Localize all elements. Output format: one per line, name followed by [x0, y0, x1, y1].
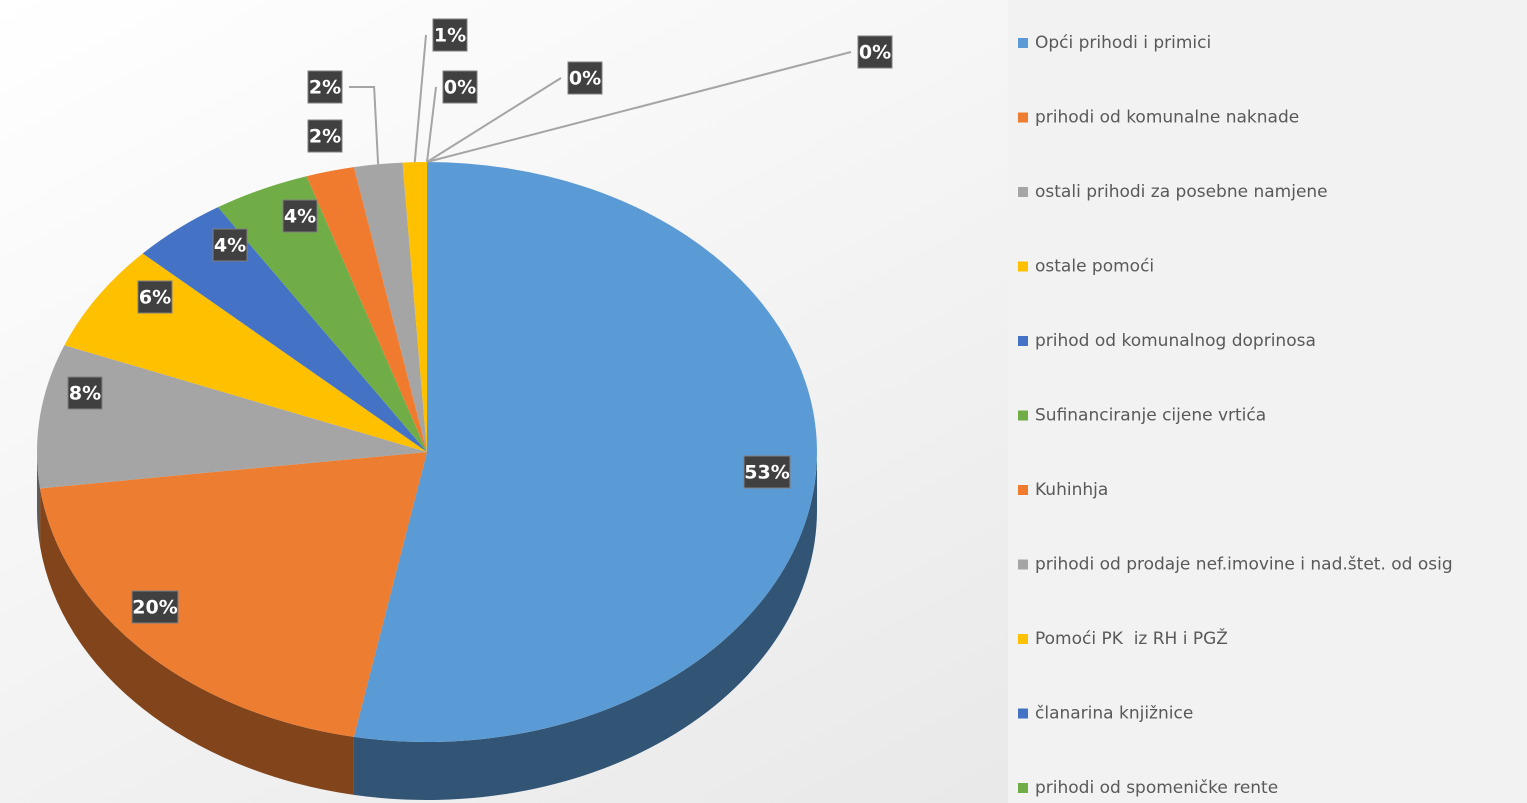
data-label: 0%	[569, 68, 601, 90]
legend-panel	[1008, 0, 1527, 803]
legend-label: Opći prihodi i primici	[1035, 33, 1211, 53]
legend-swatch	[1018, 708, 1028, 719]
data-label: 20%	[132, 597, 177, 619]
pie-slice	[218, 176, 427, 452]
pie-slice	[353, 161, 818, 742]
label-box	[137, 280, 173, 314]
data-label: 8%	[69, 383, 101, 405]
data-label: 4%	[214, 235, 246, 257]
data-label: 2%	[309, 77, 341, 99]
legend-label: Kuhinhja	[1035, 480, 1108, 500]
label-box	[212, 228, 248, 262]
pie-slice	[142, 207, 427, 452]
legend-label: članarina knjižnice	[1035, 704, 1193, 724]
legend-swatch	[1018, 410, 1028, 421]
legend-swatch	[1018, 783, 1028, 793]
data-label: 1%	[434, 25, 466, 47]
data-label: 2%	[309, 126, 341, 148]
label-box	[567, 61, 603, 95]
leader-line	[413, 34, 427, 163]
label-box	[857, 35, 893, 69]
legend-label: ostale pomoći	[1035, 257, 1154, 277]
legend-swatch	[1018, 485, 1028, 495]
data-label: 4%	[284, 206, 316, 228]
legend-swatch	[1018, 559, 1028, 570]
legend-label: prihodi od spomeničke rente	[1035, 778, 1278, 798]
data-label: 0%	[859, 42, 891, 64]
label-box	[67, 376, 103, 410]
legend-swatch	[1018, 38, 1028, 48]
pie-slice	[402, 162, 427, 452]
legend-swatch	[1018, 634, 1028, 644]
pie-slice	[353, 162, 427, 452]
legend-label: prihodi od komunalne naknade	[1035, 108, 1299, 128]
label-box	[307, 119, 343, 153]
legend-swatch	[1018, 112, 1028, 123]
leader-line	[426, 86, 437, 163]
legend-swatch	[1018, 187, 1028, 197]
data-label: 6%	[139, 287, 171, 309]
leader-line	[426, 77, 562, 163]
legend-swatch	[1018, 261, 1028, 272]
label-box	[442, 70, 478, 104]
pie-slice	[36, 345, 427, 489]
label-box	[307, 70, 343, 104]
label-box	[432, 18, 468, 52]
leader-line	[349, 86, 380, 165]
data-label: 53%	[744, 462, 789, 484]
leader-line	[426, 51, 852, 163]
label-box	[743, 455, 791, 489]
data-label: 0%	[444, 77, 476, 99]
pie-side	[40, 488, 354, 795]
legend-label: Sufinanciranje cijene vrtića	[1035, 406, 1266, 426]
legend-label: prihod od komunalnog doprinosa	[1035, 331, 1316, 351]
label-box	[131, 590, 179, 624]
pie-slice	[40, 452, 428, 737]
pie-slice	[306, 167, 427, 452]
pie-side	[353, 452, 817, 800]
label-box	[282, 199, 318, 233]
legend-label: ostali prihodi za posebne namjene	[1035, 182, 1328, 202]
pie-side	[37, 452, 41, 547]
legend-label: prihodi od prodaje nef.imovine i nad.šte…	[1035, 555, 1453, 575]
legend-label: Pomoći PK iz RH i PGŽ	[1035, 627, 1228, 649]
legend-swatch	[1018, 336, 1028, 346]
